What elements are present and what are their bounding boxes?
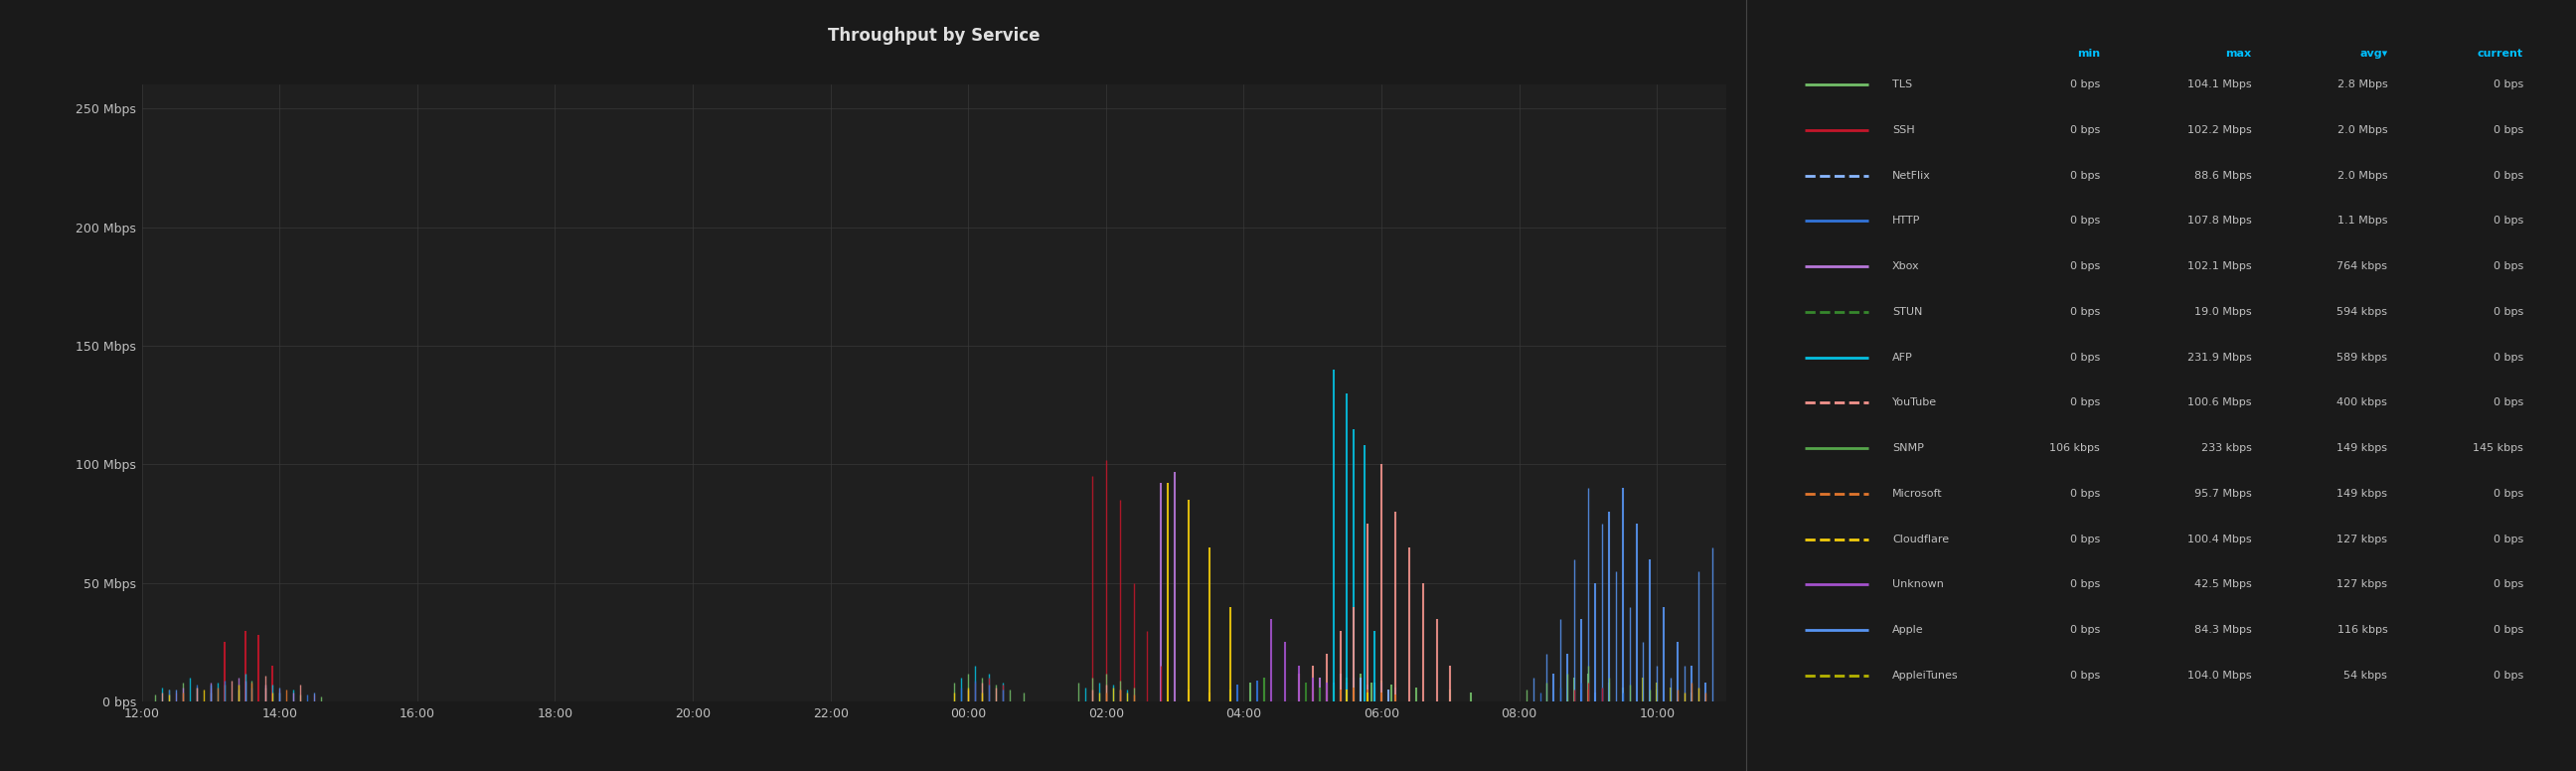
Text: Cloudflare: Cloudflare (1893, 534, 1950, 544)
Text: 100.6 Mbps: 100.6 Mbps (2187, 398, 2251, 408)
Text: SSH: SSH (1893, 125, 1914, 135)
Text: HTTP: HTTP (1893, 216, 1922, 226)
Text: max: max (2226, 49, 2251, 59)
Text: 88.6 Mbps: 88.6 Mbps (2195, 170, 2251, 180)
Text: 0 bps: 0 bps (2494, 307, 2524, 317)
Text: 0 bps: 0 bps (2071, 307, 2099, 317)
Text: 104.1 Mbps: 104.1 Mbps (2187, 79, 2251, 89)
Text: current: current (2478, 49, 2524, 59)
Text: 0 bps: 0 bps (2494, 580, 2524, 590)
Text: 0 bps: 0 bps (2494, 398, 2524, 408)
Text: 0 bps: 0 bps (2494, 261, 2524, 271)
Text: Throughput by Service: Throughput by Service (827, 27, 1041, 45)
Text: 0 bps: 0 bps (2071, 261, 2099, 271)
Text: Microsoft: Microsoft (1893, 489, 1942, 499)
Text: 149 kbps: 149 kbps (2336, 489, 2388, 499)
Text: 106 kbps: 106 kbps (2050, 443, 2099, 453)
Text: 2.0 Mbps: 2.0 Mbps (2336, 170, 2388, 180)
Text: Apple: Apple (1893, 625, 1924, 635)
Text: 0 bps: 0 bps (2494, 534, 2524, 544)
Text: 0 bps: 0 bps (2071, 352, 2099, 362)
Text: 149 kbps: 149 kbps (2336, 443, 2388, 453)
Text: 100.4 Mbps: 100.4 Mbps (2187, 534, 2251, 544)
Text: 594 kbps: 594 kbps (2336, 307, 2388, 317)
Text: 400 kbps: 400 kbps (2336, 398, 2388, 408)
Text: TLS: TLS (1893, 79, 1911, 89)
Text: 104.0 Mbps: 104.0 Mbps (2187, 671, 2251, 681)
Text: 0 bps: 0 bps (2071, 489, 2099, 499)
Text: 102.1 Mbps: 102.1 Mbps (2187, 261, 2251, 271)
Text: 0 bps: 0 bps (2494, 489, 2524, 499)
Text: 95.7 Mbps: 95.7 Mbps (2195, 489, 2251, 499)
Text: 127 kbps: 127 kbps (2336, 534, 2388, 544)
Text: 145 kbps: 145 kbps (2473, 443, 2524, 453)
Text: 0 bps: 0 bps (2494, 79, 2524, 89)
Text: min: min (2076, 49, 2099, 59)
Text: 2.0 Mbps: 2.0 Mbps (2336, 125, 2388, 135)
Text: 589 kbps: 589 kbps (2336, 352, 2388, 362)
Text: 107.8 Mbps: 107.8 Mbps (2187, 216, 2251, 226)
Text: 0 bps: 0 bps (2494, 170, 2524, 180)
Text: 102.2 Mbps: 102.2 Mbps (2187, 125, 2251, 135)
Text: 42.5 Mbps: 42.5 Mbps (2195, 580, 2251, 590)
Text: STUN: STUN (1893, 307, 1922, 317)
Text: 2.8 Mbps: 2.8 Mbps (2336, 79, 2388, 89)
Text: YouTube: YouTube (1893, 398, 1937, 408)
Text: 0 bps: 0 bps (2071, 125, 2099, 135)
Text: 19.0 Mbps: 19.0 Mbps (2195, 307, 2251, 317)
Text: 0 bps: 0 bps (2071, 216, 2099, 226)
Text: 54 kbps: 54 kbps (2344, 671, 2388, 681)
Text: NetFlix: NetFlix (1893, 170, 1932, 180)
Text: 84.3 Mbps: 84.3 Mbps (2195, 625, 2251, 635)
Text: 0 bps: 0 bps (2071, 398, 2099, 408)
Text: 0 bps: 0 bps (2071, 534, 2099, 544)
Text: 0 bps: 0 bps (2494, 671, 2524, 681)
Text: 1.1 Mbps: 1.1 Mbps (2336, 216, 2388, 226)
Text: Xbox: Xbox (1893, 261, 1919, 271)
Text: Unknown: Unknown (1893, 580, 1945, 590)
Text: 0 bps: 0 bps (2071, 170, 2099, 180)
Text: 0 bps: 0 bps (2071, 79, 2099, 89)
Text: 0 bps: 0 bps (2494, 625, 2524, 635)
Text: SNMP: SNMP (1893, 443, 1924, 453)
Text: avg▾: avg▾ (2360, 49, 2388, 59)
Text: 116 kbps: 116 kbps (2336, 625, 2388, 635)
Text: 231.9 Mbps: 231.9 Mbps (2187, 352, 2251, 362)
Text: 0 bps: 0 bps (2071, 580, 2099, 590)
Text: AppleiTunes: AppleiTunes (1893, 671, 1958, 681)
Text: 764 kbps: 764 kbps (2336, 261, 2388, 271)
Text: 0 bps: 0 bps (2494, 216, 2524, 226)
Text: 0 bps: 0 bps (2071, 625, 2099, 635)
Text: 233 kbps: 233 kbps (2200, 443, 2251, 453)
Text: AFP: AFP (1893, 352, 1914, 362)
Text: 0 bps: 0 bps (2494, 352, 2524, 362)
Text: 127 kbps: 127 kbps (2336, 580, 2388, 590)
Text: 0 bps: 0 bps (2494, 125, 2524, 135)
Text: 0 bps: 0 bps (2071, 671, 2099, 681)
